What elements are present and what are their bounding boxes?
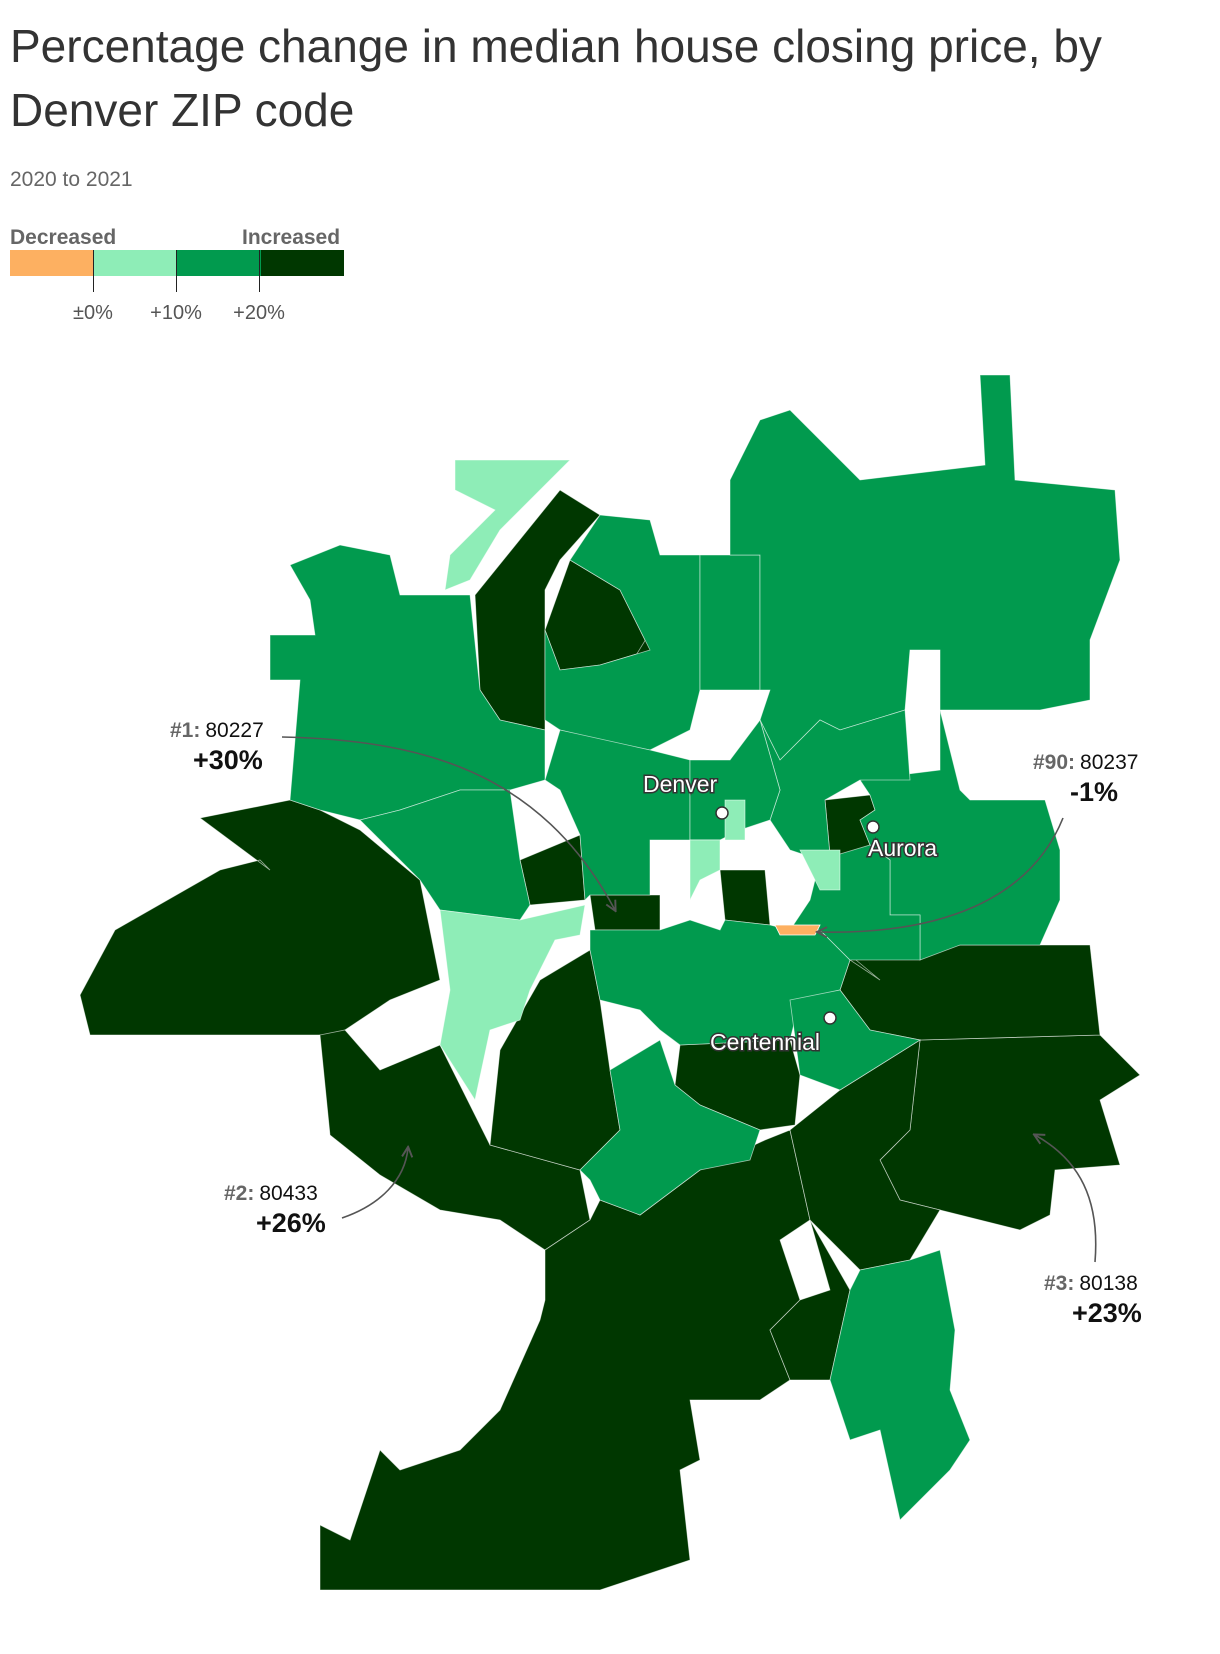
annotation-zip: 80227 xyxy=(205,719,263,742)
region-light-green xyxy=(439,459,841,1102)
zip-region-central-dark xyxy=(519,834,586,906)
annotation-zip: 80138 xyxy=(1079,1272,1137,1295)
legend-swatch-high xyxy=(260,250,344,276)
zip-region-northeast-large xyxy=(729,374,1121,761)
zip-region-west-light xyxy=(439,904,586,1102)
legend-tick xyxy=(176,250,177,292)
zip-region-central-light xyxy=(689,839,721,901)
zip-region-80227 xyxy=(589,894,661,931)
annotation-rank: #1: xyxy=(170,719,200,742)
annotation-80433: #2: 80433 +26% xyxy=(224,1182,326,1238)
annotation-value: +30% xyxy=(193,745,263,775)
annotation-rank: #90: xyxy=(1033,751,1075,774)
annotation-value: +23% xyxy=(1072,1298,1142,1328)
zip-region-southeast xyxy=(829,1249,971,1521)
city-label-aurora: Aurora xyxy=(868,835,937,861)
legend-tick-label-twenty: +20% xyxy=(233,302,285,324)
zip-region-centennial-a xyxy=(789,989,922,1091)
annotation-value: +26% xyxy=(256,1208,326,1238)
city-label-centennial: Centennial xyxy=(710,1029,820,1055)
zip-region-central-a xyxy=(544,729,691,901)
svg-text:#2:80433: #2: 80433 xyxy=(224,1182,318,1205)
annotation-rank: #3: xyxy=(1044,1272,1074,1295)
legend-swatch-low xyxy=(93,250,177,276)
legend-decreased-label: Decreased xyxy=(10,226,117,249)
zip-region-central-dark-b xyxy=(719,869,771,926)
legend-tick xyxy=(93,250,94,292)
centennial-marker xyxy=(823,1011,837,1025)
annotation-value: -1% xyxy=(1070,777,1118,807)
legend-tick-label-zero: ±0% xyxy=(73,302,113,324)
city-markers: Denver Aurora Centennial xyxy=(642,770,939,1057)
svg-text:#1:80227: #1: 80227 xyxy=(170,719,264,742)
arrow-80433 xyxy=(341,1148,408,1219)
region-mid-green xyxy=(269,374,1121,1521)
color-legend: Decreased Increased ±0% +10% +20% xyxy=(10,226,344,326)
legend-tick xyxy=(259,250,260,292)
svg-text:#90:80237: #90: 80237 xyxy=(1033,751,1138,774)
zip-region-central-b xyxy=(589,919,851,1046)
aurora-marker xyxy=(866,820,880,834)
zip-region-80237 xyxy=(774,924,821,936)
annotation-80227: #1: 80227 +30% xyxy=(170,719,264,775)
zip-code-map: Denver Aurora Centennial #1: 80227 +30% #… xyxy=(79,374,1142,1591)
svg-text:#3:80138: #3: 80138 xyxy=(1044,1272,1138,1295)
annotation-arrows xyxy=(281,736,1097,1263)
legend-swatch-decreased xyxy=(10,250,94,276)
zip-region-80138 xyxy=(879,1034,1141,1231)
zip-region-aurora-a xyxy=(759,709,911,861)
legend-increased-label: Increased xyxy=(242,226,341,249)
denver-marker xyxy=(715,806,729,820)
annotation-80237: #90: 80237 -1% xyxy=(1033,751,1138,807)
zip-region-central-light-b xyxy=(724,799,746,841)
zip-region-north-light xyxy=(444,459,571,591)
legend-color-bar xyxy=(10,250,344,276)
annotation-zip: 80237 xyxy=(1080,751,1138,774)
zip-region-south-mid xyxy=(579,1039,761,1216)
annotation-zip: 80433 xyxy=(259,1182,317,1205)
city-label-denver: Denver xyxy=(643,771,717,797)
zip-region-north-b xyxy=(699,554,761,691)
zip-region-aurora-light xyxy=(799,849,841,891)
arrow-80227 xyxy=(281,736,615,910)
legend-swatch-mid xyxy=(177,250,261,276)
zip-region-west-b xyxy=(359,789,531,921)
annotation-80138: #3: 80138 +23% xyxy=(1044,1272,1142,1328)
chart-subtitle: 2020 to 2021 xyxy=(10,168,133,191)
arrow-80237 xyxy=(818,817,1064,932)
annotation-rank: #2: xyxy=(224,1182,254,1205)
arrow-80138 xyxy=(1035,1135,1097,1263)
chart-title: Percentage change in median house closin… xyxy=(10,20,1102,136)
legend-tick-label-ten: +10% xyxy=(150,302,202,324)
